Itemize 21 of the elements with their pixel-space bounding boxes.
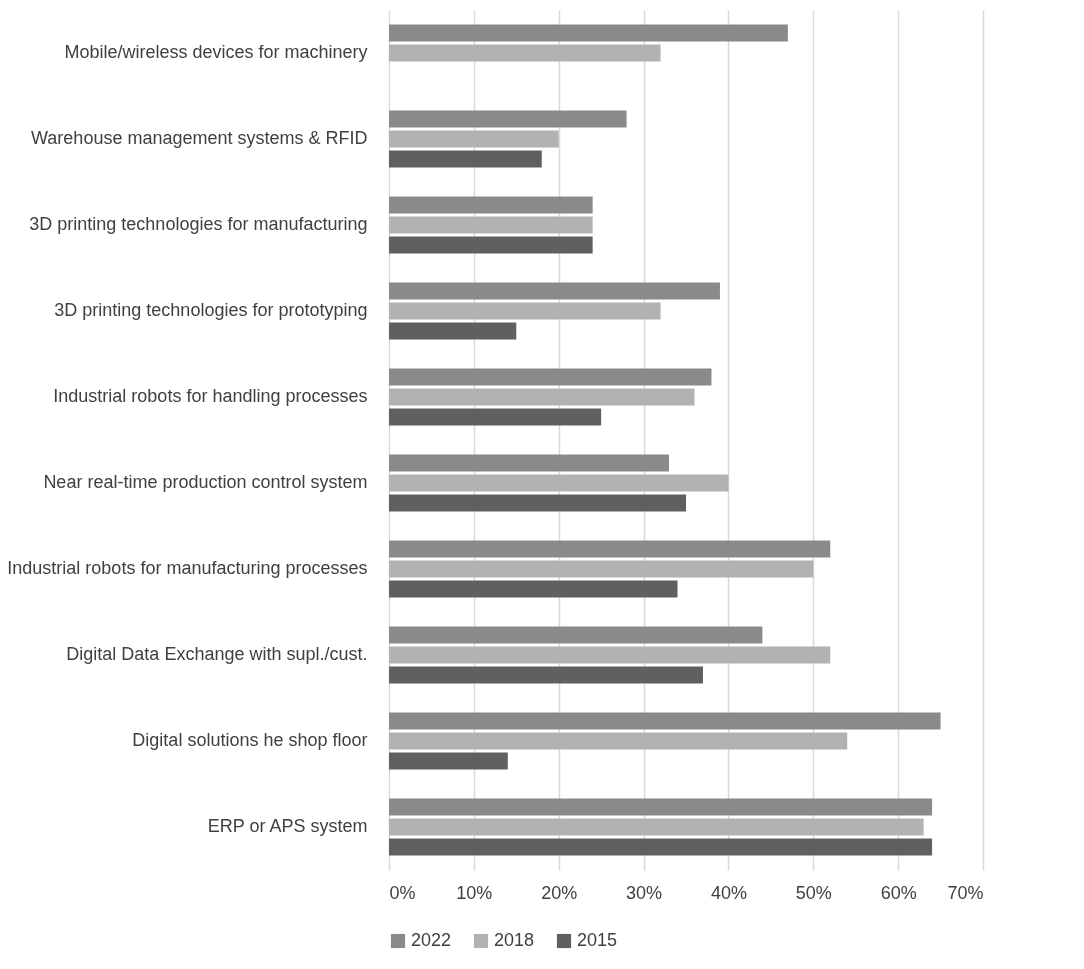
x-tick-label: 20% (541, 882, 578, 903)
y-tick-label: Digital Data Exchange with supl./cust. (66, 644, 368, 664)
y-tick-label: Industrial robots for handling processes (53, 386, 368, 406)
x-tick-label: 50% (795, 882, 832, 903)
x-tick-label: 60% (880, 882, 917, 903)
legend-label: 2022 (411, 930, 452, 950)
y-tick-label: Mobile/wireless devices for machinery (64, 42, 368, 62)
x-tick-label: 70% (947, 882, 984, 903)
x-tick-label: 30% (626, 882, 663, 903)
y-tick-label: Warehouse management systems & RFID (31, 128, 368, 148)
x-tick-label: 0% (389, 882, 416, 903)
y-tick-label: 3D printing technologies for manufacturing (29, 214, 368, 234)
x-tick-label: 10% (456, 882, 493, 903)
y-tick-label: Industrial robots for manufacturing processes (7, 558, 368, 578)
y-tick-label: 3D printing technologies for prototyping (54, 300, 368, 320)
legend-label: 2015 (577, 930, 618, 950)
y-tick-label: ERP or APS system (207, 816, 368, 836)
y-tick-label: Digital solutions he shop floor (132, 730, 368, 750)
legend-label: 2018 (494, 930, 535, 950)
y-tick-label: Near real-time production control system (43, 472, 368, 492)
x-tick-label: 40% (710, 882, 747, 903)
